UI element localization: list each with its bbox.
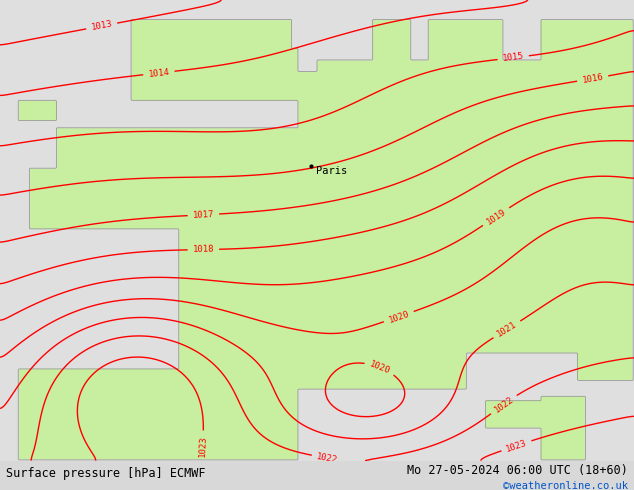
Text: 1015: 1015 — [502, 52, 524, 63]
Text: Mo 27-05-2024 06:00 UTC (18+60): Mo 27-05-2024 06:00 UTC (18+60) — [407, 465, 628, 477]
Text: 1014: 1014 — [148, 67, 170, 79]
Text: 1022: 1022 — [316, 452, 339, 465]
Text: 1023: 1023 — [505, 438, 528, 453]
Text: ©weatheronline.co.uk: ©weatheronline.co.uk — [503, 481, 628, 490]
Text: 1023: 1023 — [198, 435, 207, 457]
Text: 1018: 1018 — [193, 245, 214, 254]
Text: 1017: 1017 — [192, 210, 214, 220]
Text: 1013: 1013 — [90, 20, 113, 32]
Text: 1019: 1019 — [484, 207, 507, 226]
Text: Paris: Paris — [316, 166, 347, 176]
Text: 1022: 1022 — [493, 394, 515, 415]
Text: Surface pressure [hPa] ECMWF: Surface pressure [hPa] ECMWF — [6, 467, 206, 480]
Text: 1020: 1020 — [387, 309, 410, 324]
Text: 1016: 1016 — [581, 73, 604, 85]
Text: 1020: 1020 — [368, 359, 391, 375]
Text: 1021: 1021 — [495, 320, 519, 339]
